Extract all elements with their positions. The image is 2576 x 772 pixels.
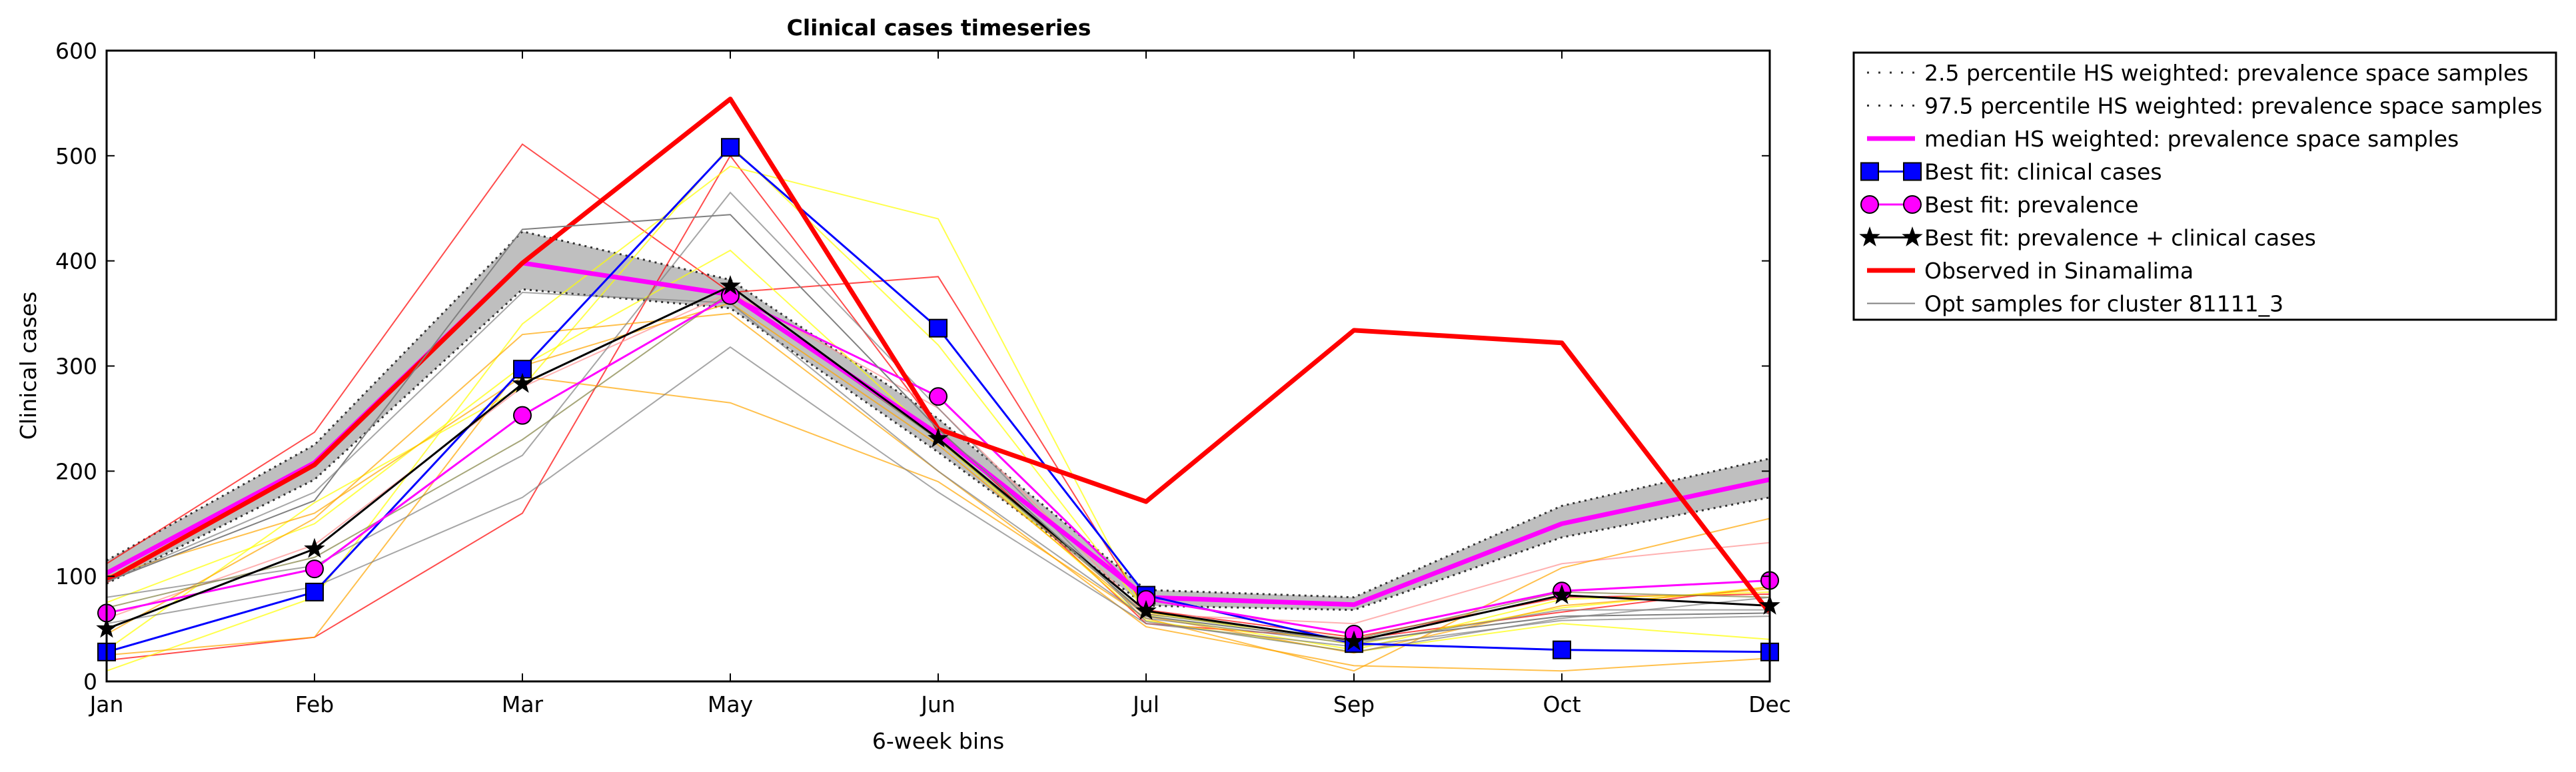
chart-title: Clinical cases timeseries <box>787 15 1091 41</box>
x-tick-label: Jun <box>920 691 956 717</box>
data-point-star-2 <box>304 538 325 558</box>
data-point-square-2 <box>305 582 324 601</box>
percentile-2-5-line <box>107 288 1770 611</box>
legend-marker <box>1860 162 1879 181</box>
y-axis-title: Clinical cases <box>15 292 41 440</box>
y-tick-label: 300 <box>55 354 97 380</box>
legend-marker <box>1903 162 1922 181</box>
opt-sample-line-11 <box>107 191 1770 653</box>
percentile-band <box>107 230 1770 611</box>
legend-marker <box>1859 226 1880 246</box>
plot-frame <box>105 49 1771 683</box>
y-tick-label: 0 <box>83 669 97 695</box>
legend-label: Observed in Sinamalima <box>1924 258 2194 284</box>
markers-layer <box>96 138 1780 661</box>
percentile-97-5-line <box>107 230 1770 599</box>
x-axis-title: 6-week bins <box>872 728 1004 754</box>
legend-label: 2.5 percentile HS weighted: prevalence s… <box>1924 60 2529 86</box>
axes-layer: Jan Feb Mar May Jun Jul Sep Oct Dec 0 100 200 300 400… <box>55 38 1791 717</box>
x-tick-label: Sep <box>1333 691 1375 717</box>
percentile-band-fill <box>107 231 1770 610</box>
legend-label: Best fit: prevalence <box>1924 192 2139 218</box>
data-point-square-8 <box>1553 640 1571 659</box>
data-point-star-6 <box>1135 599 1157 620</box>
opt-sample-line-4 <box>107 165 1770 672</box>
y-tick-label: 600 <box>55 38 97 64</box>
opt-sample-line-5 <box>107 144 1770 651</box>
data-point-star-8 <box>1551 584 1573 604</box>
legend: 2.5 percentile HS weighted: prevalence s… <box>1852 51 2557 321</box>
legend-marker <box>1903 195 1922 214</box>
legend-label: Best fit: prevalence + clinical cases <box>1924 225 2316 251</box>
x-tick-label: Feb <box>295 691 334 717</box>
legend-label: Opt samples for cluster 81111_3 <box>1924 291 2283 317</box>
opt-sample-line-8 <box>107 376 1770 672</box>
y-tick-label: 400 <box>55 248 97 274</box>
x-tick-label: May <box>708 691 753 717</box>
y-tick-label: 200 <box>55 458 97 484</box>
y-tick-label: 500 <box>55 143 97 169</box>
x-tick-label: Oct <box>1543 691 1581 717</box>
data-point-star-5 <box>928 427 949 448</box>
legend-label: Best fit: clinical cases <box>1924 159 2162 185</box>
data-point-star-4 <box>720 274 741 295</box>
opt-sample-line-12 <box>107 291 1770 645</box>
x-tick-label: Mar <box>502 691 544 717</box>
legend-marker <box>1902 226 1923 246</box>
legend-label: median HS weighted: prevalence space sam… <box>1924 126 2459 152</box>
x-tick-label: Jan <box>89 691 124 717</box>
data-point-circle-2 <box>305 560 324 579</box>
y-tick-label: 100 <box>55 564 97 589</box>
legend-box <box>1852 51 2557 321</box>
legend-marker <box>1860 195 1879 214</box>
x-tick-label: Jul <box>1131 691 1159 717</box>
data-point-star-3 <box>512 372 533 393</box>
data-point-square-4 <box>721 138 740 157</box>
legend-label: 97.5 percentile HS weighted: prevalence … <box>1924 93 2543 119</box>
data-point-circle-5 <box>929 387 948 406</box>
data-point-square-5 <box>929 318 948 338</box>
x-tick-label: Dec <box>1748 691 1791 717</box>
data-point-circle-3 <box>513 406 532 425</box>
data-point-star-7 <box>1343 630 1365 651</box>
